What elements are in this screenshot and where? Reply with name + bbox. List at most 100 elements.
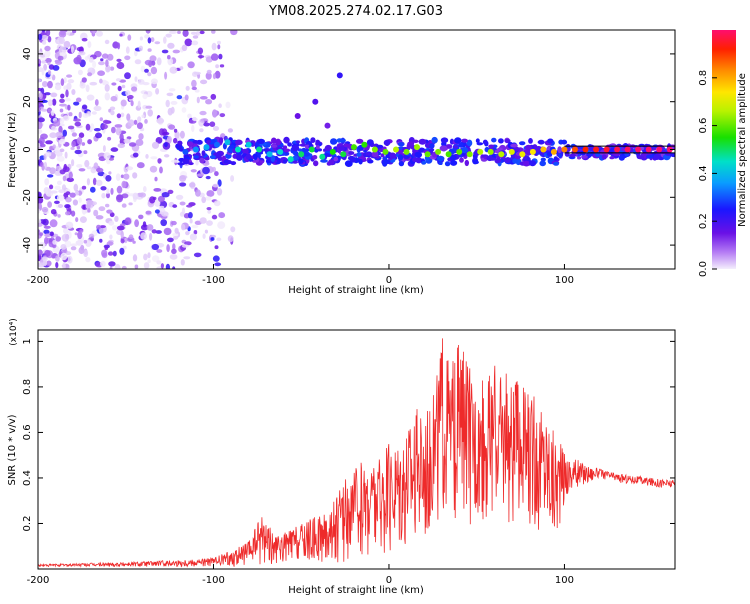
noise-dot (60, 93, 65, 99)
band-dot (282, 159, 287, 164)
noise-dot (184, 38, 193, 47)
band-dot (397, 142, 405, 147)
spectrogram-point (277, 148, 284, 155)
band-dot (473, 160, 479, 165)
noise-dot (200, 79, 208, 85)
noise-dot (109, 66, 115, 71)
noise-dot (184, 241, 192, 246)
snr-series (38, 338, 675, 568)
band-dot (431, 136, 438, 144)
noise-dot (59, 98, 65, 104)
noise-dot (130, 100, 134, 107)
noise-dot (211, 214, 218, 220)
noise-dot (85, 257, 91, 263)
noise-dot (154, 41, 161, 45)
noise-dot (124, 72, 131, 80)
noise-dot (97, 171, 105, 177)
noise-dot (87, 72, 93, 77)
noise-dot (200, 118, 208, 122)
noise-dot (137, 79, 145, 85)
noise-dot (171, 248, 177, 254)
noise-dot (190, 169, 197, 173)
noise-dot (169, 66, 178, 74)
spectrogram-y-label: Frequency (Hz) (7, 112, 18, 188)
noise-dot (168, 88, 176, 92)
noise-dot (181, 244, 189, 248)
noise-dot (45, 151, 52, 157)
noise-dot (174, 131, 180, 139)
noise-dot (70, 243, 78, 247)
band-dot (330, 138, 338, 145)
band-dot (324, 144, 332, 152)
noise-dot (108, 157, 114, 161)
noise-dot (114, 124, 123, 128)
noise-dot (199, 128, 204, 133)
noise-dot (149, 232, 153, 241)
noise-dot (140, 224, 149, 231)
noise-dot (49, 219, 58, 228)
band-dot (637, 155, 644, 160)
noise-dot (86, 178, 90, 186)
noise-dot (128, 202, 133, 206)
noise-dot (163, 36, 167, 44)
noise-dot (210, 53, 219, 61)
band-dot (569, 153, 576, 158)
band-dot (558, 152, 563, 159)
spectrogram-point (656, 146, 663, 153)
x-tick-label: 100 (555, 275, 574, 286)
band-dot (529, 160, 537, 167)
band-dot (429, 143, 435, 149)
noise-dot (76, 137, 83, 145)
noise-dot (121, 84, 126, 89)
band-dot (421, 160, 427, 165)
noise-dot (58, 37, 65, 45)
band-dot (188, 162, 194, 166)
noise-dot (75, 97, 82, 103)
noise-dot (106, 209, 113, 214)
noise-dot (171, 220, 177, 226)
noise-dot (167, 42, 175, 49)
noise-dot (135, 139, 144, 146)
band-dot (315, 139, 321, 145)
noise-dot (192, 35, 199, 39)
noise-dot (143, 253, 148, 261)
band-dot (315, 145, 320, 150)
spectrogram-noise-field (38, 30, 238, 269)
spectrogram-point (624, 146, 631, 153)
colorbar-ticks: 0.0 0.2 0.4 0.6 0.8 (698, 70, 717, 277)
noise-dot (108, 220, 115, 226)
noise-dot (147, 259, 151, 264)
noise-dot (150, 156, 158, 160)
y-tick-label: 20 (22, 95, 33, 108)
spectrogram-point (593, 146, 599, 153)
noise-dot (199, 30, 205, 35)
x-tick-label: -100 (202, 275, 225, 286)
noise-dot (115, 173, 121, 181)
noise-dot (205, 72, 212, 80)
spectrogram-point (614, 146, 621, 153)
noise-dot (55, 60, 63, 65)
noise-dot (44, 178, 50, 186)
noise-dot (195, 159, 199, 166)
noise-dot (212, 255, 220, 262)
noise-dot (154, 176, 158, 182)
noise-dot (151, 243, 159, 251)
noise-dot (79, 216, 87, 224)
noise-dot (147, 48, 152, 52)
noise-dot (152, 255, 160, 263)
band-dot (292, 155, 299, 161)
noise-dot (68, 171, 73, 179)
band-dot (193, 155, 199, 159)
spectrogram-point (403, 148, 410, 155)
band-dot (209, 155, 216, 160)
noise-dot (150, 37, 155, 43)
y-tick-label: -40 (22, 237, 33, 253)
noise-dot (172, 236, 179, 240)
spectrogram-point (214, 141, 220, 148)
noise-dot (196, 96, 200, 104)
band-dot (504, 157, 511, 164)
noise-dot (116, 194, 124, 201)
noise-dot (67, 79, 75, 84)
y-tick-label: -20 (22, 189, 33, 205)
noise-dot (49, 184, 54, 190)
